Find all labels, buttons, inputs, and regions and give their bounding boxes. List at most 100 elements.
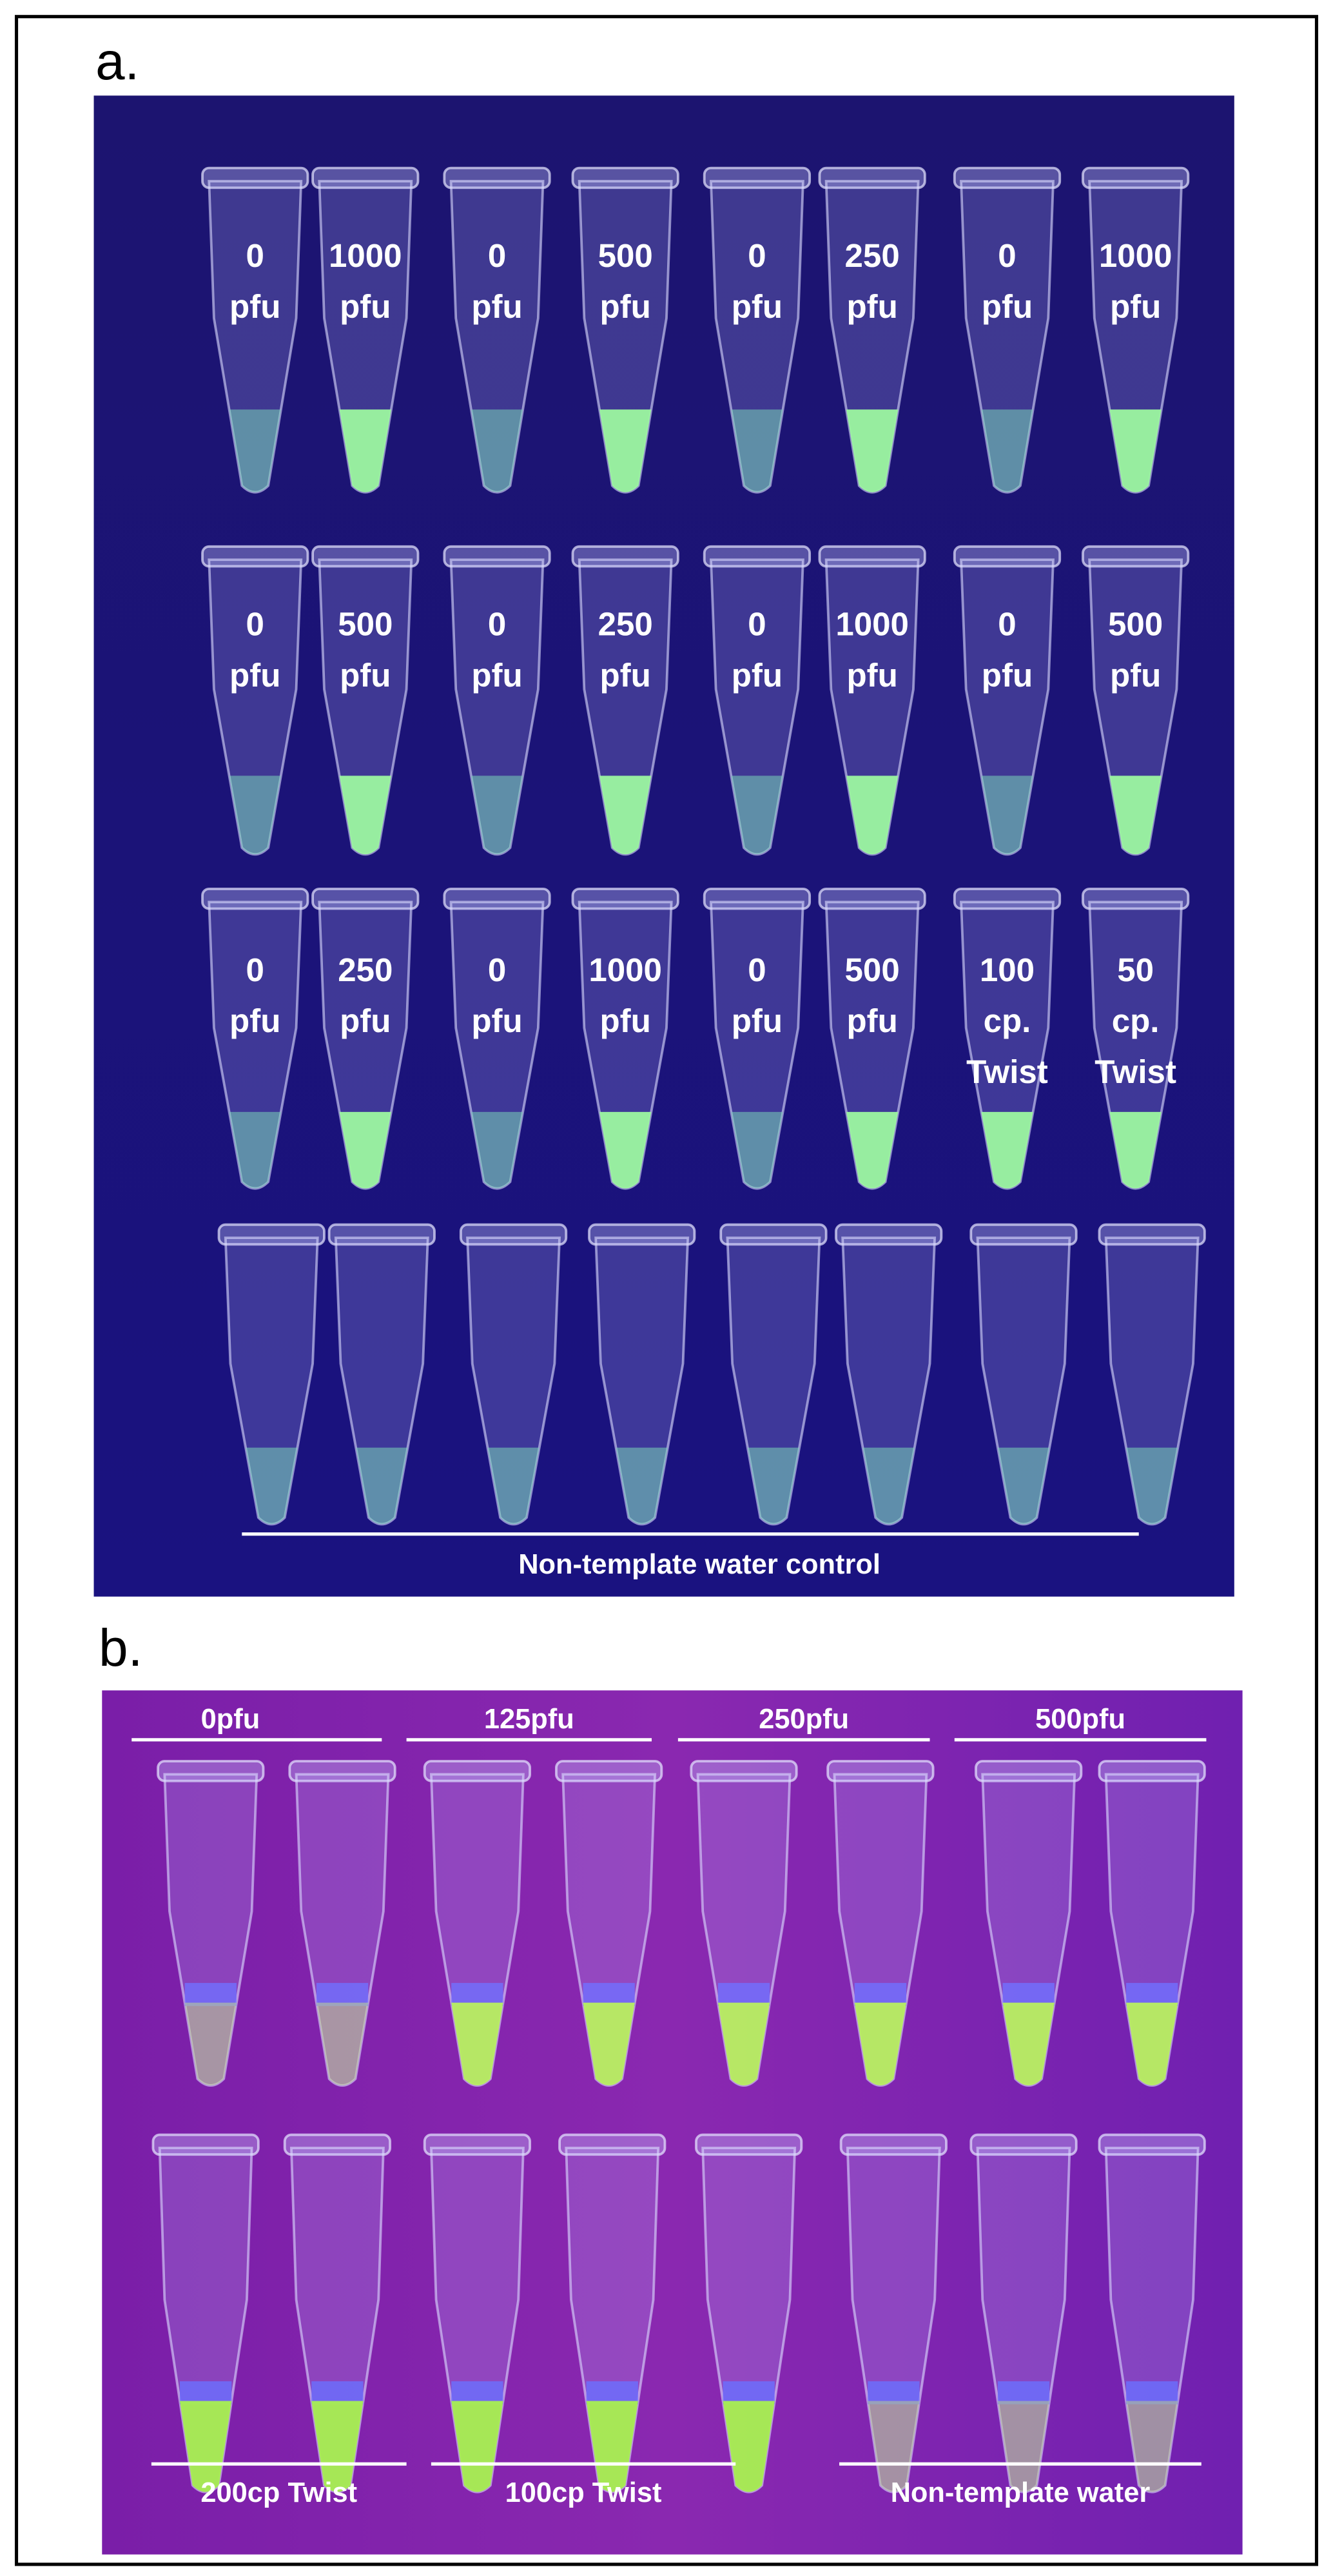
tube-liquid (471, 776, 523, 855)
tube-label: pfu (599, 288, 650, 325)
tube-label: pfu (599, 1002, 650, 1039)
tube-label: pfu (229, 657, 280, 694)
tube-liquid (316, 2002, 369, 2085)
tube-cap (719, 1223, 828, 1246)
tube-label: 0 (246, 606, 264, 643)
tube-label: 0 (998, 606, 1016, 643)
tube-band (451, 2381, 503, 2405)
tube-liquid (311, 2401, 364, 2492)
tube-cap (283, 2133, 391, 2156)
tube-label: Twist (1095, 1053, 1176, 1090)
tube-cap (443, 887, 551, 910)
tube-liquid (246, 1447, 298, 1525)
tube-label: 1000 (835, 606, 909, 643)
tube-band (179, 2381, 232, 2405)
tube-label: 1000 (589, 951, 662, 988)
tube-label: pfu (732, 657, 783, 694)
tube-cap (588, 1223, 696, 1246)
labels: 0pfu1000pfu0pfu500pfu0pfu250pfu0pfu1000p… (131, 237, 1207, 2508)
tube-cap (703, 166, 812, 190)
tube-cap (288, 1760, 396, 1782)
tube-liquid (487, 1447, 540, 1525)
tube-label: pfu (471, 657, 522, 694)
tube-liquid (451, 2002, 503, 2085)
tube-liquid (184, 2002, 237, 2085)
tube-band (451, 1983, 503, 2006)
tube-label: pfu (471, 288, 522, 325)
tube-liquid (179, 2401, 232, 2492)
tube-band (583, 1983, 635, 2006)
tube-cap (311, 166, 420, 190)
tube-cap (1082, 545, 1190, 568)
tube-cap (571, 887, 679, 910)
tubes (151, 166, 1206, 2493)
tube-cap (311, 545, 420, 568)
tube-liquid (731, 1111, 783, 1189)
tube-band (868, 2381, 920, 2405)
tube-liquid (1126, 1447, 1178, 1525)
tube-cap (969, 1223, 1078, 1246)
tube-liquid (723, 2401, 775, 2492)
tube-cap (975, 1760, 1083, 1782)
tube-label: 0 (488, 606, 506, 643)
tube-cap (555, 1760, 663, 1782)
tube-liquid (997, 2401, 1050, 2492)
tube-liquid (747, 1447, 800, 1525)
tube-label: 0 (748, 237, 766, 274)
tube-label: pfu (340, 1002, 391, 1039)
tube-liquid (1109, 776, 1162, 855)
tube-liquid (339, 776, 391, 855)
tube-label: pfu (1110, 657, 1161, 694)
tube-cap (327, 1223, 436, 1246)
tube-cap (835, 1223, 943, 1246)
group-label: 0pfu (201, 1704, 260, 1735)
tube-liquid (854, 2002, 907, 2085)
photo-b (102, 1690, 1243, 2555)
tube-label: 500 (598, 237, 653, 274)
tube-band (1126, 2381, 1178, 2405)
tube-cap (558, 2133, 666, 2156)
tube-label: pfu (340, 288, 391, 325)
tube-label: pfu (732, 288, 783, 325)
tube-label: 0 (246, 237, 264, 274)
tube-label: pfu (846, 1002, 897, 1039)
tube-cap (690, 1760, 798, 1782)
group-label: 200cp Twist (200, 2477, 357, 2508)
tube-liquid (981, 776, 1033, 855)
tube-cap (423, 1760, 532, 1782)
tube-cap (818, 887, 926, 910)
tube-label: 250 (338, 951, 393, 988)
tube-label: pfu (471, 1002, 522, 1039)
tube-label: pfu (229, 288, 280, 325)
tube-liquid (356, 1447, 408, 1525)
tube-liquid (599, 1111, 652, 1189)
tube-cap (443, 166, 551, 190)
tube-liquid (339, 409, 391, 493)
tube-band (1002, 1983, 1055, 2006)
tube-label: pfu (846, 288, 897, 325)
tube-label: pfu (229, 1002, 280, 1039)
tube-liquid (1109, 1111, 1162, 1189)
tube-liquid (1002, 2002, 1055, 2085)
tube-liquid (997, 1447, 1050, 1525)
tube-cap (311, 887, 420, 910)
tube-cap (157, 1760, 265, 1782)
tube-liquid (846, 1111, 899, 1189)
tube-liquid (599, 409, 652, 493)
tube-label: 500 (845, 951, 900, 988)
tube-label: 0 (246, 951, 264, 988)
tube-cap (423, 2133, 532, 2156)
tube-band (586, 2381, 638, 2405)
tube-liquid (981, 1111, 1033, 1189)
tube-liquid (731, 409, 783, 493)
tube-cap (151, 2133, 260, 2156)
tube-label: cp. (984, 1002, 1031, 1039)
tube-liquid (229, 776, 281, 855)
tube-cap (201, 887, 309, 910)
tube-liquid (1126, 2002, 1178, 2085)
tube-liquid (599, 776, 652, 855)
tube-label: 500 (338, 606, 393, 643)
tube-band (723, 2381, 775, 2405)
tube-cap (695, 2133, 803, 2156)
